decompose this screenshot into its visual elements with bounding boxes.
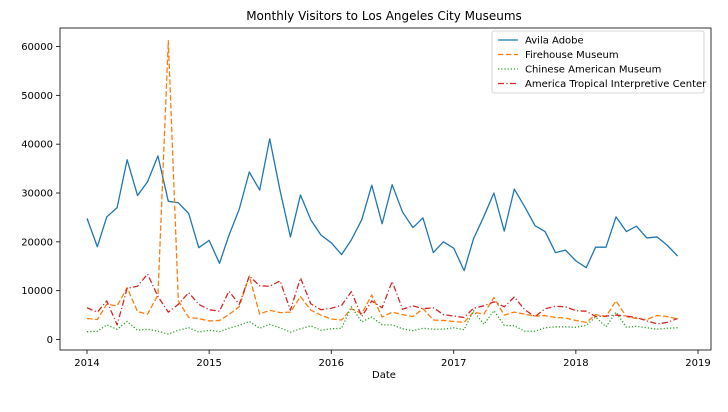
x-axis-label: Date — [372, 370, 396, 381]
series-line-3 — [86, 306, 678, 335]
legend-label: Avila Adobe — [525, 36, 584, 47]
plot-frame — [59, 27, 712, 351]
legend: Avila Adobe Firehouse Museum Chinese Ameri… — [491, 30, 707, 94]
x-tick-label: 2017 — [441, 358, 466, 369]
series-line-1 — [86, 138, 679, 272]
y-tick-label: 40000 — [21, 140, 53, 151]
legend-label: Firehouse Museum — [525, 50, 619, 61]
y-tick-label: 0 — [47, 335, 53, 346]
x-tick-label: 2018 — [563, 358, 588, 369]
y-tick-label: 30000 — [21, 189, 53, 200]
y-tick-label: 20000 — [21, 237, 53, 248]
y-tick-label: 60000 — [21, 42, 53, 53]
y-tick-label: 10000 — [21, 286, 53, 297]
series-line-4 — [86, 273, 678, 326]
x-tick-label: 2019 — [685, 358, 710, 369]
legend-label: America Tropical Interpretive Center — [525, 79, 707, 90]
series-line-2 — [86, 39, 678, 324]
plot-area: 2014 2015 2016 2017 2018 2019 0 10000 20000 30000… — [21, 27, 712, 369]
x-tick-label: 2014 — [74, 358, 99, 369]
y-tick-label: 50000 — [21, 91, 53, 102]
x-tick-label: 2016 — [319, 358, 344, 369]
x-tick-label: 2015 — [196, 358, 221, 369]
legend-box — [491, 30, 705, 94]
chart-title: Monthly Visitors to Los Angeles City Mus… — [246, 9, 522, 23]
legend-label: Chinese American Museum — [525, 65, 661, 76]
